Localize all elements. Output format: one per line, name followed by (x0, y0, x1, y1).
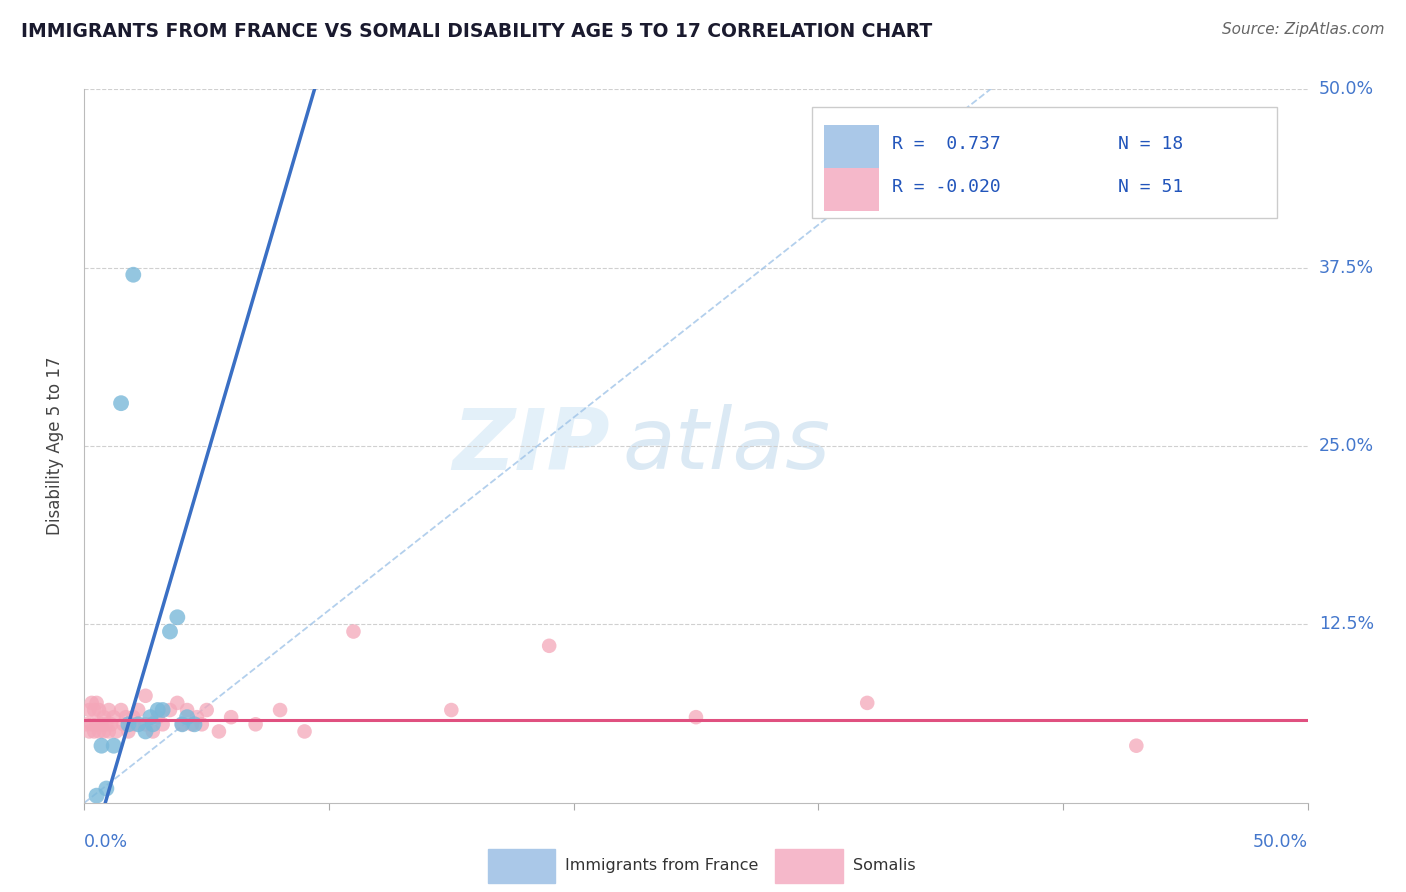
Point (105, 724, 128, 739)
Point (191, 717, 214, 731)
Point (110, 396, 132, 410)
Point (122, 268, 145, 282)
Point (97, 724, 120, 739)
Point (142, 717, 165, 731)
Text: 0.0%: 0.0% (84, 833, 128, 851)
Point (83, 703, 105, 717)
Text: 37.5%: 37.5% (1319, 259, 1374, 277)
Point (159, 624, 181, 639)
Text: IMMIGRANTS FROM FRANCE VS SOMALI DISABILITY AGE 5 TO 17 CORRELATION CHART: IMMIGRANTS FROM FRANCE VS SOMALI DISABIL… (21, 22, 932, 41)
Point (96, 781, 118, 796)
Point (142, 724, 165, 739)
Point (146, 710, 169, 724)
Point (86, 696, 108, 710)
Point (80, 696, 103, 710)
Point (103, 739, 125, 753)
Text: atlas: atlas (623, 404, 831, 488)
Point (208, 724, 231, 739)
Point (152, 703, 174, 717)
Text: 25.0%: 25.0% (1319, 437, 1374, 455)
Text: 12.5%: 12.5% (1319, 615, 1374, 633)
Point (219, 710, 242, 724)
Point (172, 717, 194, 731)
Point (117, 717, 139, 731)
Text: R =  0.737: R = 0.737 (891, 136, 1001, 153)
Text: Source: ZipAtlas.com: Source: ZipAtlas.com (1222, 22, 1385, 37)
Point (115, 710, 138, 724)
Point (135, 724, 157, 739)
Point (83, 724, 105, 739)
Point (294, 724, 316, 739)
Point (176, 703, 198, 717)
FancyBboxPatch shape (776, 849, 842, 883)
Point (176, 710, 198, 724)
Point (80, 717, 103, 731)
Text: ZIP: ZIP (453, 404, 610, 488)
Point (96, 717, 118, 731)
FancyBboxPatch shape (824, 125, 880, 168)
Point (1125, 739, 1147, 753)
Point (90, 717, 112, 731)
Point (152, 717, 174, 731)
Text: 50.0%: 50.0% (1253, 833, 1308, 851)
Point (112, 717, 135, 731)
Point (856, 696, 879, 710)
Point (87, 724, 110, 739)
FancyBboxPatch shape (824, 168, 880, 211)
Point (139, 710, 162, 724)
Point (685, 710, 707, 724)
Point (86, 717, 108, 731)
Point (166, 696, 188, 710)
Point (76, 717, 98, 731)
Point (342, 624, 364, 639)
Point (100, 717, 122, 731)
Point (97, 703, 120, 717)
Text: N = 51: N = 51 (1118, 178, 1184, 196)
Point (172, 717, 194, 731)
Point (195, 703, 218, 717)
Point (86, 789, 108, 803)
Text: 50.0%: 50.0% (1319, 80, 1374, 98)
Point (181, 717, 204, 731)
Point (127, 717, 149, 731)
Point (159, 703, 181, 717)
Point (122, 717, 145, 731)
Point (122, 710, 145, 724)
Point (87, 703, 110, 717)
Point (440, 703, 463, 717)
Point (186, 710, 208, 724)
Point (245, 717, 267, 731)
FancyBboxPatch shape (813, 107, 1277, 218)
Point (135, 689, 157, 703)
Point (166, 610, 188, 624)
Text: Somalis: Somalis (852, 858, 915, 873)
Point (90, 739, 112, 753)
Point (127, 703, 149, 717)
Point (110, 703, 132, 717)
Text: N = 18: N = 18 (1118, 136, 1184, 153)
Point (135, 717, 157, 731)
Point (77, 724, 100, 739)
Point (538, 639, 561, 653)
Point (146, 703, 169, 717)
FancyBboxPatch shape (488, 849, 555, 883)
Point (103, 710, 125, 724)
Y-axis label: Disability Age 5 to 17: Disability Age 5 to 17 (45, 357, 63, 535)
Point (77, 703, 100, 717)
Point (183, 717, 205, 731)
Point (117, 724, 139, 739)
Text: Immigrants from France: Immigrants from France (565, 858, 758, 873)
Point (93, 710, 115, 724)
Text: R = -0.020: R = -0.020 (891, 178, 1001, 196)
Point (93, 724, 115, 739)
Point (269, 703, 291, 717)
